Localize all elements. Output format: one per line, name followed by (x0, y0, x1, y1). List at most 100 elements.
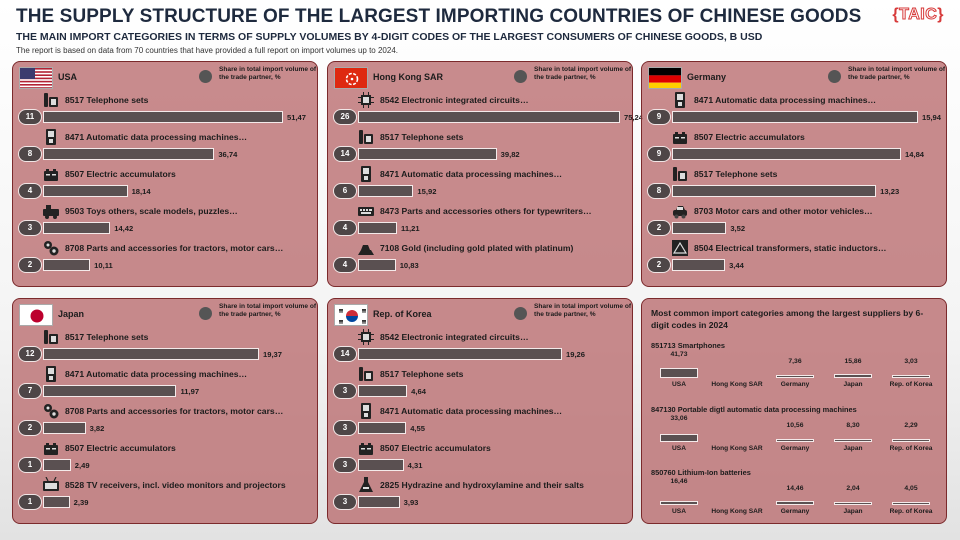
country-label: USA (672, 508, 686, 515)
category-label: 8517 Telephone sets (65, 332, 149, 342)
category-row: 8517 Telephone sets 51,47 11 (13, 92, 317, 126)
share-badge: 11 (18, 109, 42, 125)
logo: {TAIC} (892, 6, 944, 24)
report-note: The report is based on data from 70 coun… (16, 46, 398, 55)
bar (43, 111, 283, 123)
share-badge: 4 (18, 183, 42, 199)
country-panel: Germany Share in total import volume of t… (641, 61, 947, 287)
category-label: 2825 Hydrazine and hydroxylamine and the… (380, 480, 584, 490)
country-panel: USA Share in total import volume of the t… (12, 61, 318, 287)
computer-icon (43, 129, 59, 145)
chip-icon (358, 329, 374, 345)
share-badge: 4 (333, 257, 357, 273)
keyboard-icon (358, 203, 374, 219)
bar (43, 385, 177, 397)
country-label: Germany (780, 445, 810, 452)
group-value-label: 41,73 (670, 351, 688, 358)
group-value-label: 10,56 (786, 422, 804, 429)
bar (358, 222, 398, 234)
group-value-label: 7,36 (788, 358, 802, 365)
country-label: Japan (843, 381, 863, 388)
country-column: 33,06 USA (650, 405, 708, 469)
country-name: Rep. of Korea (373, 309, 432, 319)
category-label: 8542 Electronic integrated circuits… (380, 95, 529, 105)
gears-icon (43, 403, 59, 419)
group-bar (660, 500, 698, 505)
page-subtitle: THE MAIN IMPORT CATEGORIES IN TERMS OF S… (16, 31, 763, 43)
share-badge: 7 (18, 383, 42, 399)
group-bar (892, 375, 930, 378)
country-panel: Rep. of Korea Share in total import volum… (327, 298, 633, 524)
share-badge: 9 (647, 109, 671, 125)
category-row: 8473 Parts and accessories others for ty… (328, 203, 632, 237)
computer-icon (358, 403, 374, 419)
category-row: 8708 Parts and accessories for tractors,… (13, 240, 317, 274)
bar-value-label: 36,74 (218, 150, 238, 159)
legend-label: Share in total import volume of the trad… (219, 66, 317, 81)
share-badge: 3 (18, 220, 42, 236)
country-label: Rep. of Korea (889, 445, 933, 452)
bar-value-label: 10,11 (94, 261, 113, 270)
bar (43, 148, 215, 160)
battery-icon (43, 166, 59, 182)
page-title: THE SUPPLY STRUCTURE OF THE LARGEST IMPO… (16, 6, 862, 27)
category-label: 8471 Automatic data processing machines… (694, 95, 877, 105)
category-row: 8517 Telephone sets 4,64 3 (328, 366, 632, 400)
category-row: 8471 Automatic data processing machines…… (328, 403, 632, 437)
category-row: 8528 TV receivers, incl. video monitors … (13, 476, 317, 511)
korea-flag-icon (334, 304, 368, 326)
hongkong-flag-icon (334, 67, 368, 89)
bar-value-label: 13,23 (880, 187, 900, 196)
country-label: Hong Kong SAR (711, 508, 763, 515)
category-row: 8471 Automatic data processing machines…… (328, 166, 632, 200)
group-value-label: 3,03 (904, 358, 918, 365)
bar-value-label: 19,37 (263, 350, 283, 359)
category-label: 8517 Telephone sets (380, 132, 464, 142)
group-value-label: 2,29 (904, 422, 918, 429)
bar-value-label: 75,24 (624, 113, 644, 122)
share-badge: 1 (18, 494, 42, 510)
legend-marker (199, 70, 212, 83)
country-label: Japan (843, 508, 863, 515)
country-label: Rep. of Korea (889, 381, 933, 388)
bar (43, 259, 91, 271)
share-badge: 9 (647, 146, 671, 162)
share-badge: 6 (333, 183, 357, 199)
share-badge: 14 (333, 346, 357, 362)
share-badge: 12 (18, 346, 42, 362)
category-row: 8703 Motor cars and other motor vehicles… (642, 203, 946, 237)
bar (358, 111, 620, 123)
product-group: 847130 Portable digtl automatic data pro… (642, 405, 946, 469)
country-column: 15,86 Japan (824, 341, 882, 405)
share-badge: 3 (333, 420, 357, 436)
summary-title: Most common import categories among the … (651, 308, 924, 330)
product-group: 851713 Smartphones 41,73 USA Hong Kong SAR 7… (642, 341, 946, 405)
chip-icon (358, 92, 374, 108)
country-column: 10,56 Germany (766, 405, 824, 469)
share-badge: 8 (18, 146, 42, 162)
group-bar (776, 375, 814, 378)
category-label: 8528 TV receivers, incl. video monitors … (65, 480, 286, 490)
group-bar (660, 367, 698, 378)
gold-bars-icon (358, 240, 374, 256)
country-column: 3,03 Rep. of Korea (882, 341, 940, 405)
share-badge: 3 (333, 383, 357, 399)
bar-value-label: 15,94 (922, 113, 942, 122)
computer-icon (358, 166, 374, 182)
battery-icon (358, 440, 374, 456)
bar-value-label: 39,82 (500, 150, 520, 159)
country-name: Hong Kong SAR (373, 72, 443, 82)
category-row: 8471 Automatic data processing machines…… (642, 92, 946, 126)
bar (672, 259, 726, 271)
bar (672, 111, 918, 123)
share-badge: 26 (333, 109, 357, 125)
group-bar (834, 502, 872, 505)
computer-icon (43, 366, 59, 382)
country-label: USA (672, 445, 686, 452)
category-label: 8507 Electric accumulators (65, 443, 176, 453)
bar-value-label: 19,26 (566, 350, 586, 359)
telephone-icon (43, 92, 59, 108)
legend-label: Share in total import volume of the trad… (534, 66, 632, 81)
category-label: 8471 Automatic data processing machines… (380, 406, 563, 416)
category-row: 8542 Electronic integrated circuits… 75,2… (328, 92, 643, 126)
